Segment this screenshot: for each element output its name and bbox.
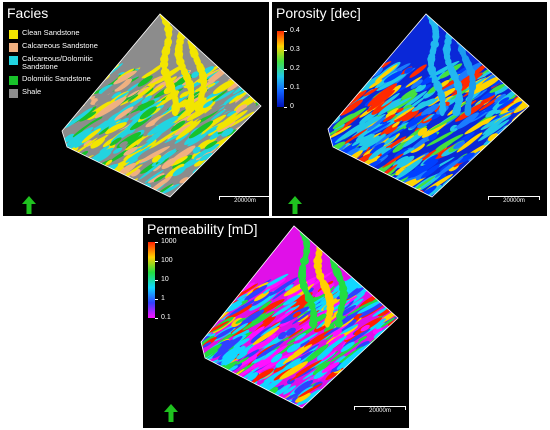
colorbar-tick-label: 1000: [161, 238, 177, 245]
porosity-map: [327, 13, 530, 198]
north-arrow-icon: [288, 196, 302, 214]
colorbar-tick-label: 0.3: [290, 46, 300, 53]
porosity-title: Porosity [dec]: [276, 5, 361, 21]
north-arrow-icon: [22, 196, 36, 214]
facies-legend: Clean Sandstone Calcareous Sandstone Calca…: [9, 29, 102, 101]
legend-label: Shale: [22, 87, 42, 96]
colorbar-tick: [155, 318, 158, 319]
porosity-colorbar: [277, 31, 284, 107]
facies-map: [61, 13, 262, 198]
scale-bar: 20000m: [354, 406, 406, 416]
grid-outline: [327, 13, 530, 198]
colorbar-tick: [284, 88, 287, 89]
legend-swatch: [9, 43, 18, 52]
legend-item: Calcareous Sandstone: [9, 42, 102, 55]
porosity-panel: Porosity [dec] 0.4 0.3 0.2 0.1 0 20000m: [272, 2, 547, 216]
grid-outline: [61, 13, 262, 198]
property-field: [328, 14, 529, 197]
legend-swatch: [9, 30, 18, 39]
colorbar-tick-label: 1: [161, 295, 165, 302]
colorbar-tick: [155, 261, 158, 262]
legend-swatch: [9, 76, 18, 85]
legend-item: Shale: [9, 88, 102, 101]
colorbar-tick-label: 10: [161, 276, 169, 283]
scale-label: 20000m: [503, 198, 525, 204]
colorbar-tick-label: 0.4: [290, 27, 300, 34]
facies-panel: Facies Clean Sandstone Calcareous Sandsto…: [3, 2, 269, 216]
legend-item: Clean Sandstone: [9, 29, 102, 42]
scale-bar: 20000m: [219, 196, 269, 206]
colorbar-tick: [284, 31, 287, 32]
legend-item: Calcareous/Dolomitic Sandstone: [9, 55, 102, 75]
colorbar-tick-label: 0.1: [161, 314, 171, 321]
colorbar-tick: [284, 50, 287, 51]
permeability-colorbar: [148, 242, 155, 318]
legend-label: Calcareous/Dolomitic Sandstone: [22, 54, 93, 71]
permeability-panel: Permeability [mD] 1000 100 10 1 0.1 20000m: [143, 218, 409, 428]
colorbar-tick-label: 0.2: [290, 65, 300, 72]
colorbar-tick: [284, 69, 287, 70]
legend-label: Calcareous Sandstone: [22, 41, 98, 50]
scale-bar: 20000m: [488, 196, 540, 206]
colorbar-tick-label: 0: [290, 103, 294, 110]
legend-swatch: [9, 89, 18, 98]
legend-label: Clean Sandstone: [22, 28, 80, 37]
colorbar-tick-label: 0.1: [290, 84, 300, 91]
scale-label: 20000m: [234, 198, 256, 204]
legend-label: Dolomitic Sandstone: [22, 74, 91, 83]
colorbar-tick: [155, 280, 158, 281]
colorbar-tick: [155, 242, 158, 243]
north-arrow-icon: [164, 404, 178, 422]
facies-title: Facies: [7, 5, 49, 21]
permeability-map: [200, 225, 399, 409]
legend-swatch: [9, 56, 18, 65]
colorbar-tick: [284, 107, 287, 108]
permeability-title: Permeability [mD]: [147, 221, 258, 237]
legend-item: Dolomitic Sandstone: [9, 75, 102, 88]
grid-outline: [200, 225, 399, 409]
scale-label: 20000m: [369, 408, 391, 414]
colorbar-tick: [155, 299, 158, 300]
colorbar-tick-label: 100: [161, 257, 173, 264]
